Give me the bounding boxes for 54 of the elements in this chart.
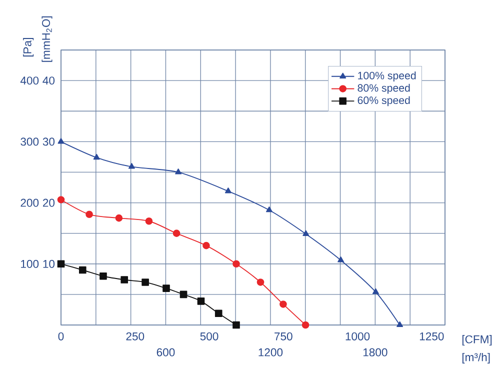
- point: [57, 260, 65, 268]
- point: [302, 230, 310, 236]
- point: [224, 188, 232, 194]
- point: [202, 242, 210, 250]
- legend-label: 100% speed: [358, 72, 416, 82]
- y-tick-label: 300: [20, 138, 39, 146]
- point: [57, 196, 65, 204]
- y-tick-label: 100: [21, 260, 39, 268]
- y2-tick-label: 20: [42, 198, 55, 207]
- x-tick-label: 1200: [258, 348, 283, 356]
- x2-axis-title: [CFM]: [462, 335, 492, 346]
- x-tick-label: 1800: [363, 348, 388, 356]
- point: [78, 266, 86, 274]
- point: [115, 214, 123, 222]
- point: [232, 260, 240, 268]
- point: [180, 290, 188, 298]
- point: [145, 217, 153, 225]
- point: [302, 321, 310, 329]
- point: [256, 278, 264, 286]
- point: [197, 298, 205, 305]
- point: [266, 206, 272, 212]
- x2-tick-label: 1250: [420, 332, 444, 340]
- point: [396, 321, 404, 328]
- x2-tick-label: 1000: [346, 332, 370, 340]
- y-tick-label: 400: [20, 76, 39, 85]
- point: [280, 300, 287, 308]
- point: [100, 272, 107, 280]
- point: [142, 278, 149, 286]
- point: [86, 210, 93, 218]
- point: [372, 288, 379, 294]
- point: [128, 163, 135, 169]
- y2-axis-title: [mmH$_{2}$O]: [42, 16, 52, 62]
- x2-tick-label: 500: [200, 332, 218, 340]
- y2-tick-label: 40: [42, 76, 55, 85]
- x-axis-title: [m³/h]: [462, 352, 490, 364]
- point: [172, 230, 180, 237]
- x2-tick-label: 250: [126, 332, 144, 340]
- x2-tick-label: 0: [58, 332, 64, 340]
- x2-tick-label: 750: [274, 332, 292, 340]
- x-tick-label: 600: [156, 348, 175, 356]
- y2-tick-label: 30: [42, 138, 55, 146]
- point: [232, 321, 240, 329]
- point: [338, 256, 344, 262]
- point: [162, 284, 170, 292]
- point: [58, 138, 64, 144]
- point: [175, 168, 182, 174]
- legend-label: 60% speed: [358, 96, 410, 106]
- point: [214, 310, 222, 318]
- y-tick-label: 200: [20, 198, 39, 207]
- point: [120, 276, 128, 284]
- point: [93, 154, 100, 160]
- y2-tick-label: 10: [43, 260, 55, 268]
- legend-label: 80% speed: [358, 84, 410, 94]
- y-axis-title: [Pa]: [23, 38, 34, 56]
